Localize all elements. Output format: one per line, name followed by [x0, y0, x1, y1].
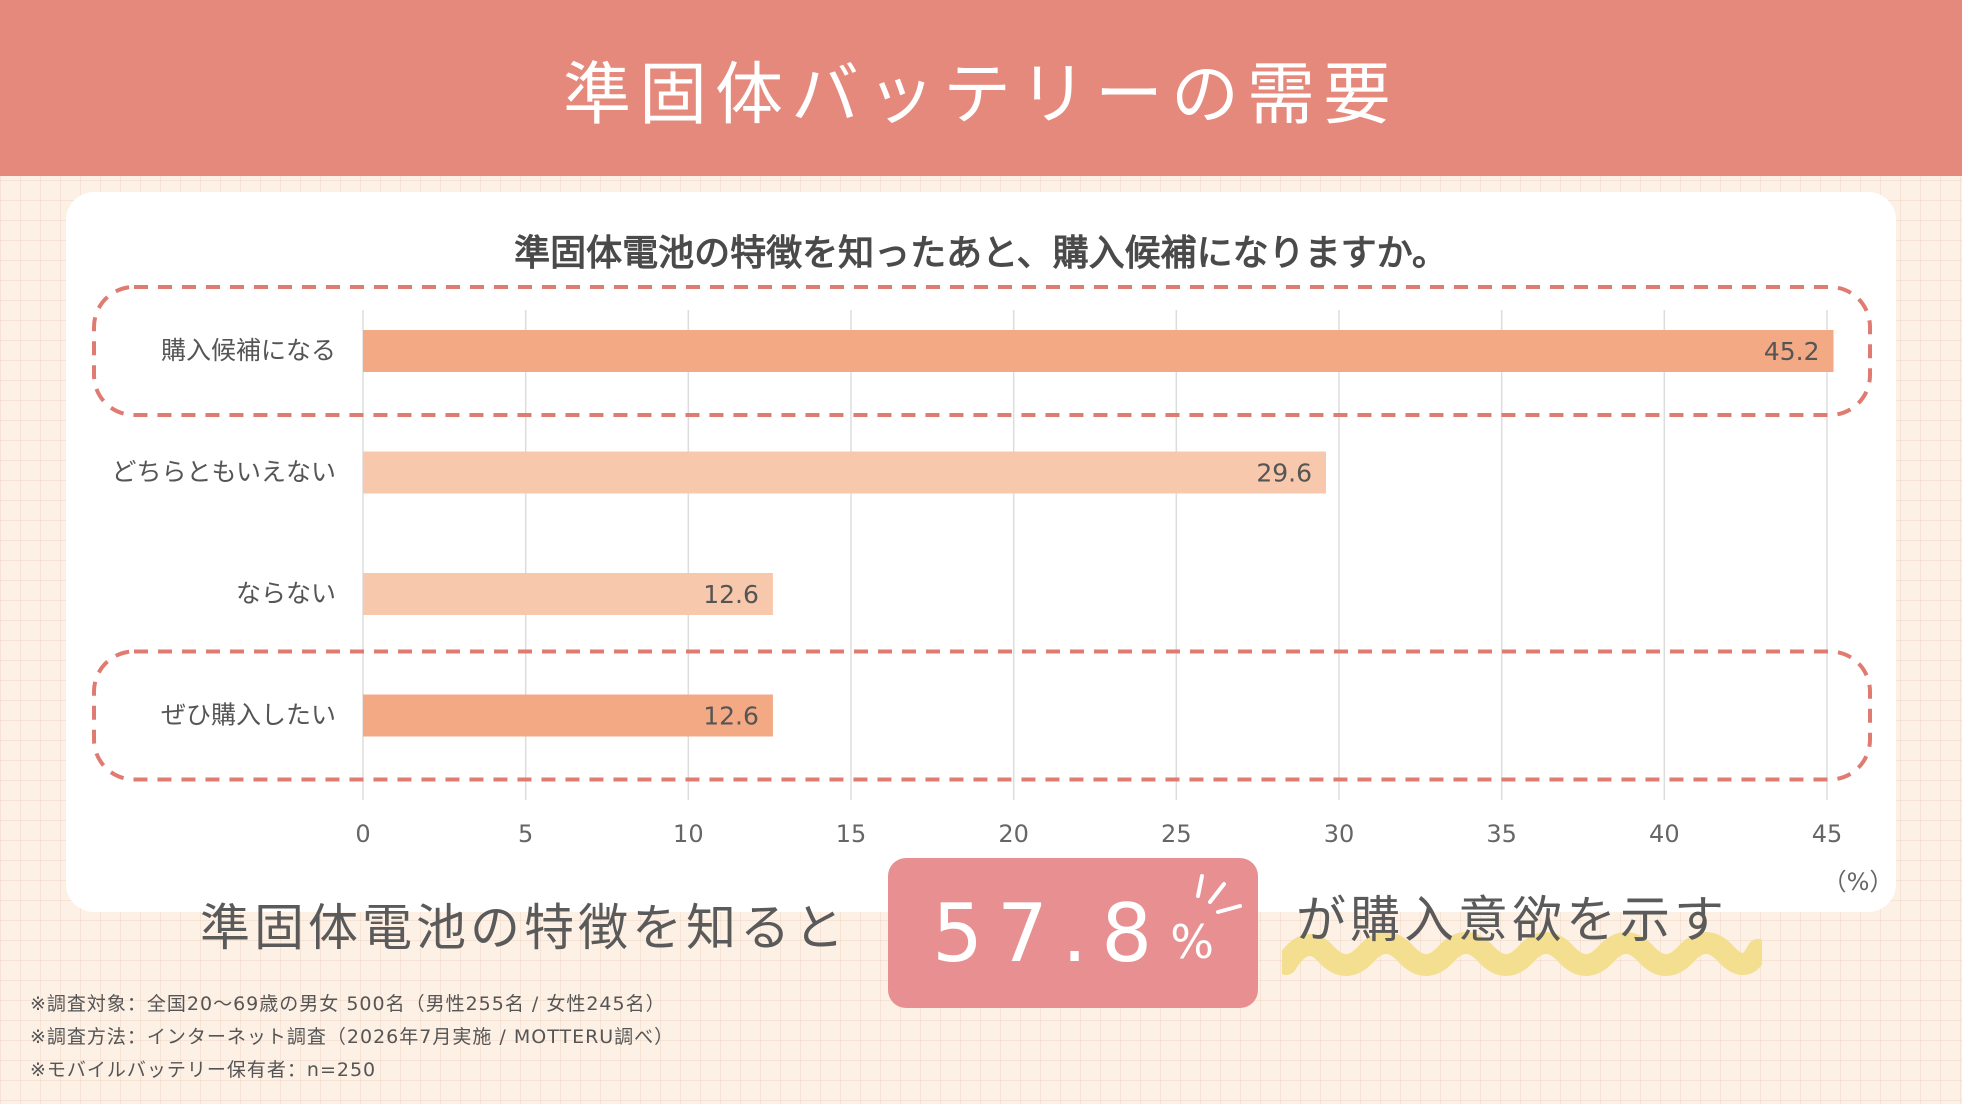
summary-unit: % [1170, 915, 1214, 969]
note-line: ※モバイルバッテリー保有者：n=250 [30, 1059, 377, 1081]
note-line: ※調査方法：インターネット調査（2026年7月実施 / MOTTERU調べ） [30, 1026, 675, 1048]
x-tick-label: 30 [1324, 820, 1355, 848]
x-unit-label: （%） [1823, 868, 1894, 896]
note-line: ※調査対象：全国20〜69歳の男女 500名（男性255名 / 女性245名） [30, 993, 666, 1015]
summary-suffix: が購入意欲を示す [1296, 891, 1728, 949]
summary-prefix: 準固体電池の特徴を知ると [200, 899, 848, 957]
x-tick-label: 35 [1486, 820, 1517, 848]
survey-notes: ※調査対象：全国20〜69歳の男女 500名（男性255名 / 女性245名） … [30, 988, 674, 1087]
highlight-dashed-frame [92, 649, 1872, 782]
bar-value-label: 29.6 [1256, 459, 1312, 488]
page-title: 準固体バッテリーの需要 [562, 55, 1399, 135]
bar [363, 451, 1326, 494]
wavy-underline-decoration [1282, 932, 1762, 976]
chart-title: 準固体電池の特徴を知ったあと、購入候補になりますか。 [514, 233, 1448, 274]
x-tick-label: 20 [998, 820, 1029, 848]
chart-card [66, 192, 1896, 912]
x-tick-label: 15 [836, 820, 867, 848]
category-label: 購入候補になる [161, 336, 336, 365]
x-tick-label: 40 [1649, 820, 1680, 848]
x-tick-label: 10 [673, 820, 704, 848]
sparkle-accent-icon [1196, 874, 1242, 914]
category-label: どちらともいえない [111, 458, 336, 487]
bar-value-label: 12.6 [703, 702, 759, 731]
bar-value-label: 45.2 [1764, 337, 1820, 366]
x-tick-label: 0 [355, 820, 370, 848]
x-tick-label: 45 [1812, 820, 1843, 848]
x-tick-label: 5 [518, 820, 533, 848]
bar [363, 694, 773, 737]
summary-highlight-box: 57.8 % [888, 858, 1258, 1008]
highlight-dashed-frame [92, 285, 1872, 417]
category-label: ぜひ購入したい [161, 701, 336, 730]
summary-value: 57.8 [932, 886, 1167, 980]
bar [363, 573, 773, 615]
bar-value-label: 12.6 [703, 580, 759, 609]
bar [363, 330, 1834, 372]
bar-chart: 0 5 10 15 20 25 30 35 40 45 （%） 45.2 購入候補になる 29.6 どちらと… [92, 285, 1894, 896]
header-banner: 準固体バッテリーの需要 [0, 0, 1962, 176]
category-label: ならない [236, 579, 336, 608]
x-tick-label: 25 [1161, 820, 1192, 848]
